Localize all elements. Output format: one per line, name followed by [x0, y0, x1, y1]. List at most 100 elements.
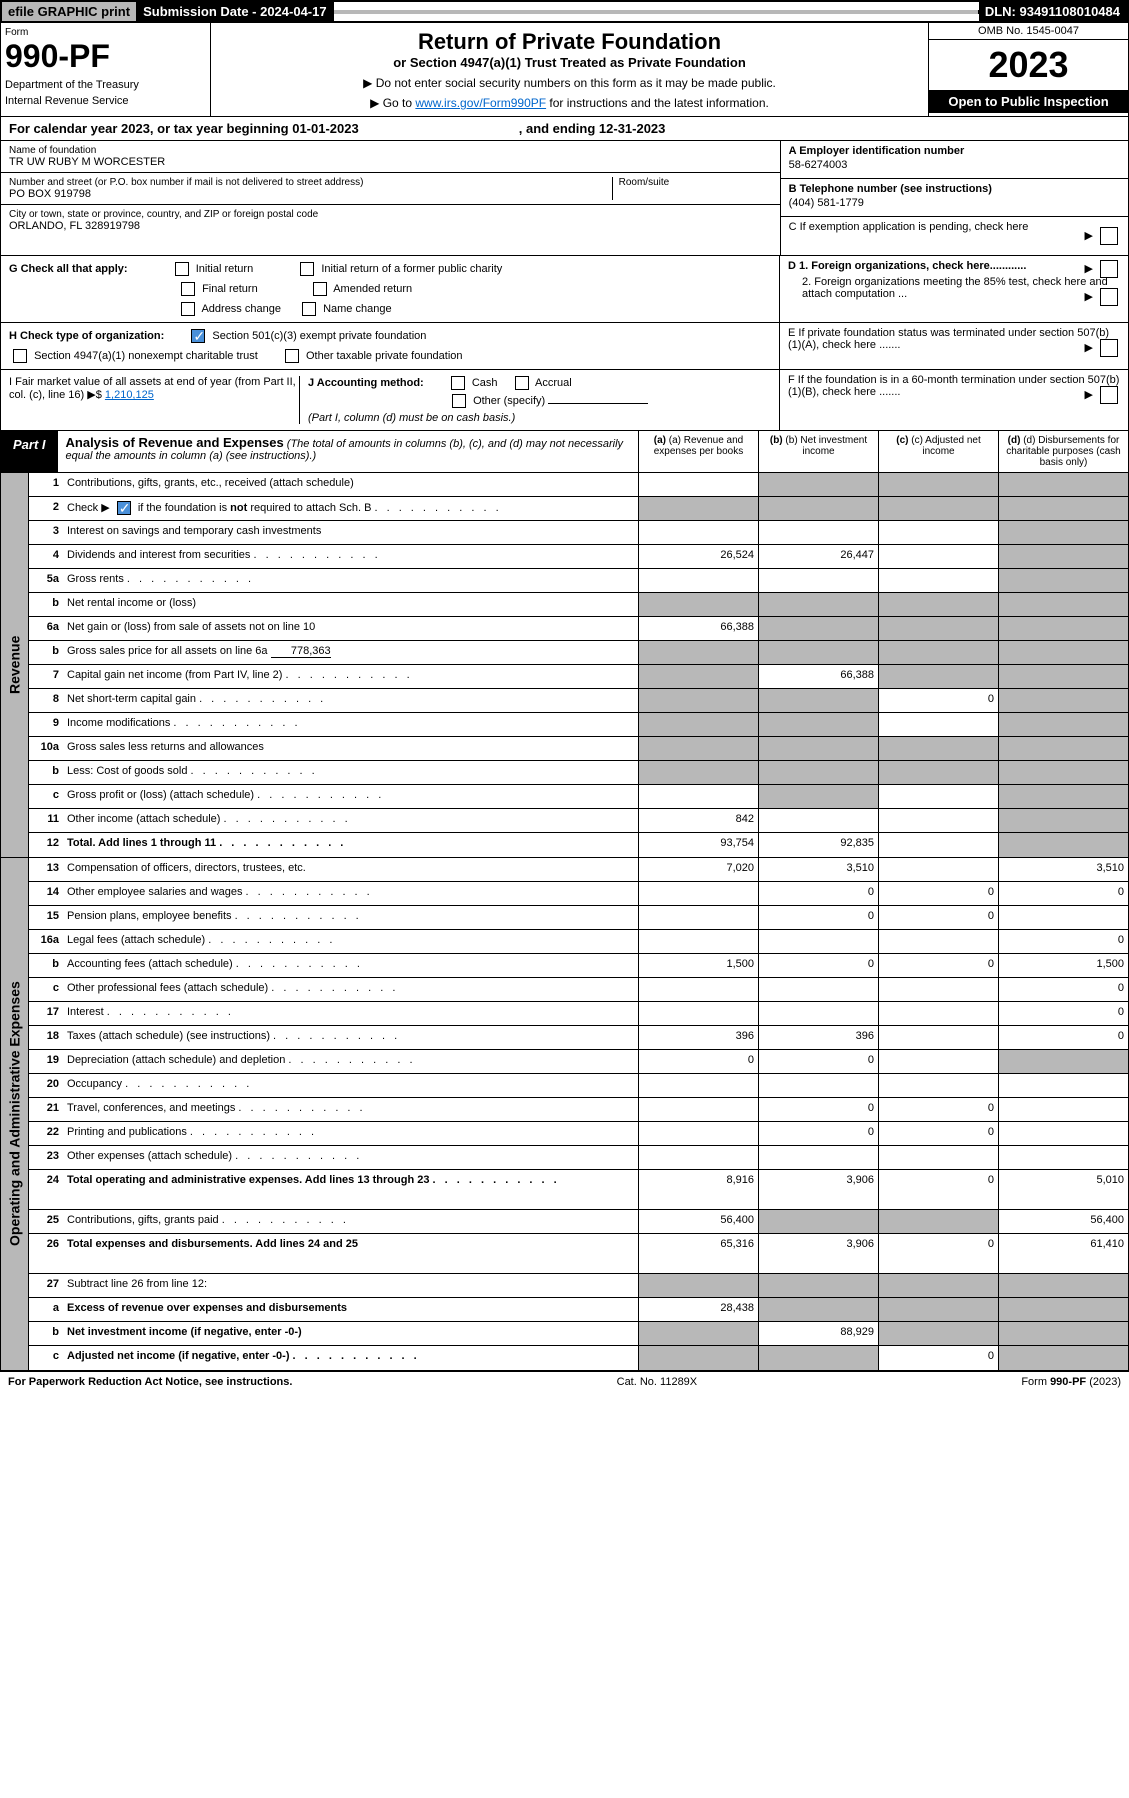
r13-a: 7,020 — [638, 858, 758, 881]
r4-b: 26,447 — [758, 545, 878, 568]
city-state-zip: ORLANDO, FL 328919798 — [9, 220, 772, 232]
r18-c — [878, 1026, 998, 1049]
r16c-d: 0 — [998, 978, 1128, 1001]
r27c-a — [638, 1346, 758, 1370]
schb-checkbox[interactable] — [117, 501, 131, 515]
d2-checkbox[interactable] — [1100, 288, 1118, 306]
r27a-c — [878, 1298, 998, 1321]
name-change-cb[interactable] — [302, 302, 316, 316]
form990pf-link[interactable]: www.irs.gov/Form990PF — [415, 96, 546, 110]
r5a-c — [878, 569, 998, 592]
c-checkbox[interactable] — [1100, 227, 1118, 245]
efile-label[interactable]: efile GRAPHIC print — [2, 2, 137, 21]
d1-checkbox[interactable] — [1100, 260, 1118, 278]
r5a-num: 5a — [29, 569, 63, 592]
r7-d — [998, 665, 1128, 688]
i-j-section: I Fair market value of all assets at end… — [1, 370, 779, 430]
r19-c — [878, 1050, 998, 1073]
r2-d — [998, 497, 1128, 520]
city-label: City or town, state or province, country… — [9, 209, 772, 220]
r14-b: 0 — [758, 882, 878, 905]
form-header: Form 990-PF Department of the Treasury I… — [0, 23, 1129, 117]
open-public: Open to Public Inspection — [929, 90, 1128, 113]
r9-num: 9 — [29, 713, 63, 736]
r19-num: 19 — [29, 1050, 63, 1073]
r5a-d — [998, 569, 1128, 592]
r24-num: 24 — [29, 1170, 63, 1209]
r19-desc: Depreciation (attach schedule) and deple… — [63, 1050, 638, 1073]
r21-d — [998, 1098, 1128, 1121]
r23-a — [638, 1146, 758, 1169]
r22-a — [638, 1122, 758, 1145]
r6a-desc: Net gain or (loss) from sale of assets n… — [63, 617, 638, 640]
r22-b: 0 — [758, 1122, 878, 1145]
e-checkbox[interactable] — [1100, 339, 1118, 357]
irs-label: Internal Revenue Service — [5, 95, 206, 107]
r12-b: 92,835 — [758, 833, 878, 857]
r14-num: 14 — [29, 882, 63, 905]
r20-b — [758, 1074, 878, 1097]
address-change-cb[interactable] — [181, 302, 195, 316]
other-method-cb[interactable] — [452, 394, 466, 408]
r26-c: 0 — [878, 1234, 998, 1273]
r6a-a: 66,388 — [638, 617, 758, 640]
r25-c — [878, 1210, 998, 1233]
r6b-num: b — [29, 641, 63, 664]
g4-label: Amended return — [333, 283, 412, 295]
r1-d — [998, 473, 1128, 496]
h-label: H Check type of organization: — [9, 330, 164, 342]
r27-c — [878, 1274, 998, 1297]
form-word: Form — [5, 27, 206, 38]
g2-label: Initial return of a former public charit… — [321, 263, 502, 275]
r20-c — [878, 1074, 998, 1097]
r15-num: 15 — [29, 906, 63, 929]
initial-former-cb[interactable] — [300, 262, 314, 276]
r18-a: 396 — [638, 1026, 758, 1049]
r24-a: 8,916 — [638, 1170, 758, 1209]
r18-b: 396 — [758, 1026, 878, 1049]
r24-desc: Total operating and administrative expen… — [63, 1170, 638, 1209]
r17-d: 0 — [998, 1002, 1128, 1025]
r7-num: 7 — [29, 665, 63, 688]
r27b-a — [638, 1322, 758, 1345]
j1-label: Cash — [472, 377, 498, 389]
4947-cb[interactable] — [13, 349, 27, 363]
r14-c: 0 — [878, 882, 998, 905]
r4-num: 4 — [29, 545, 63, 568]
r1-b — [758, 473, 878, 496]
r2-num: 2 — [29, 497, 63, 520]
calendar-year-row: For calendar year 2023, or tax year begi… — [0, 117, 1129, 141]
501c3-cb[interactable] — [191, 329, 205, 343]
r8-d — [998, 689, 1128, 712]
r3-desc: Interest on savings and temporary cash i… — [63, 521, 638, 544]
r21-desc: Travel, conferences, and meetings — [63, 1098, 638, 1121]
r2-desc: Check ▶ if the foundation is not require… — [63, 497, 638, 520]
cash-cb[interactable] — [451, 376, 465, 390]
r20-desc: Occupancy — [63, 1074, 638, 1097]
r5b-a — [638, 593, 758, 616]
g-section: G Check all that apply: Initial return I… — [1, 256, 779, 322]
spacer — [334, 10, 979, 14]
col-d-text: (d) Disbursements for charitable purpose… — [1006, 435, 1121, 468]
r27-d — [998, 1274, 1128, 1297]
final-return-cb[interactable] — [181, 282, 195, 296]
r25-a: 56,400 — [638, 1210, 758, 1233]
r20-a — [638, 1074, 758, 1097]
g3-label: Final return — [202, 283, 258, 295]
fmv-value[interactable]: 1,210,125 — [105, 389, 154, 401]
r6a-d — [998, 617, 1128, 640]
r17-b — [758, 1002, 878, 1025]
ein-label: A Employer identification number — [789, 145, 1120, 157]
r27b-num: b — [29, 1322, 63, 1345]
col-c-hdr: (c) (c) Adjusted net income — [878, 431, 998, 472]
other-taxable-cb[interactable] — [285, 349, 299, 363]
r11-a: 842 — [638, 809, 758, 832]
initial-return-cb[interactable] — [175, 262, 189, 276]
f-checkbox[interactable] — [1100, 386, 1118, 404]
r8-num: 8 — [29, 689, 63, 712]
accrual-cb[interactable] — [515, 376, 529, 390]
col-b-text: (b) Net investment income — [785, 435, 867, 457]
r23-desc: Other expenses (attach schedule) — [63, 1146, 638, 1169]
amended-cb[interactable] — [313, 282, 327, 296]
r16a-b — [758, 930, 878, 953]
